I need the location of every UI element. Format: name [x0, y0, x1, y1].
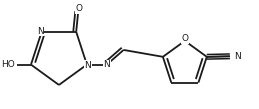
Text: N: N: [234, 52, 241, 61]
Text: O: O: [75, 4, 82, 13]
Text: HO: HO: [2, 60, 15, 69]
Text: O: O: [182, 34, 189, 43]
Text: N: N: [84, 61, 91, 70]
Text: N: N: [103, 60, 110, 69]
Text: N: N: [37, 27, 44, 36]
